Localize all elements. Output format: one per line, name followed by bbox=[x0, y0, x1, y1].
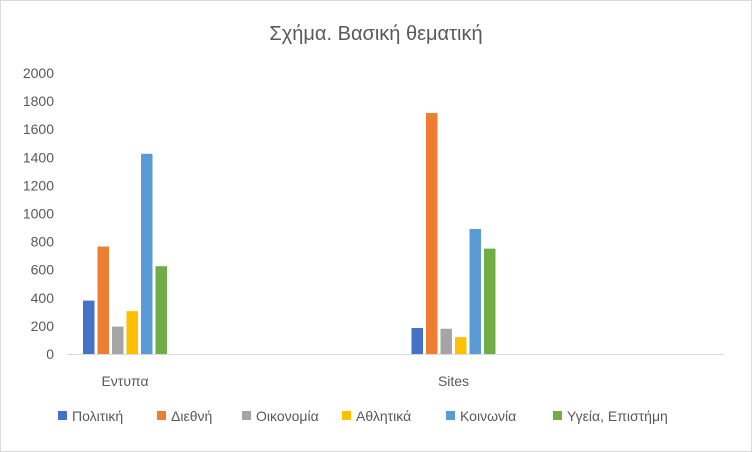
bar bbox=[469, 228, 481, 354]
y-tick-label: 1600 bbox=[23, 121, 54, 137]
y-tick-label: 200 bbox=[31, 318, 55, 334]
bar bbox=[455, 337, 467, 354]
bar bbox=[484, 248, 496, 354]
y-tick-label: 0 bbox=[46, 346, 54, 362]
y-tick-label: 1000 bbox=[23, 206, 54, 222]
legend: Πολιτική Διεθνή Οικονομία Αθλητικά Κοινωνία Υ… bbox=[58, 408, 668, 424]
legend-swatch bbox=[242, 411, 251, 420]
legend-label: Υγεία, Επιστήμη bbox=[567, 408, 668, 424]
bar bbox=[155, 266, 167, 354]
bar bbox=[440, 328, 452, 354]
legend-label: Διεθνή bbox=[171, 408, 212, 424]
x-tick-label: Sites bbox=[438, 373, 469, 389]
x-tick-label: Εντυπα bbox=[101, 373, 148, 389]
y-tick-label: 800 bbox=[31, 234, 55, 250]
bar bbox=[126, 311, 138, 354]
bar bbox=[97, 246, 109, 354]
y-tick-label: 2000 bbox=[23, 65, 54, 81]
x-axis: Εντυπα Sites bbox=[101, 373, 469, 389]
bar bbox=[83, 300, 95, 354]
legend-swatch bbox=[157, 411, 166, 420]
legend-swatch bbox=[553, 411, 562, 420]
legend-label: Πολιτική bbox=[72, 408, 123, 424]
y-tick-label: 1800 bbox=[23, 93, 54, 109]
bars bbox=[83, 113, 496, 354]
y-tick-label: 1200 bbox=[23, 177, 54, 193]
legend-label: Αθλητικά bbox=[356, 408, 411, 424]
y-tick-label: 600 bbox=[31, 262, 55, 278]
y-tick-label: 1400 bbox=[23, 149, 54, 165]
chart-title: Σχήμα. Βασική θεματική bbox=[269, 23, 482, 45]
bar bbox=[426, 113, 438, 354]
y-axis: 0 200 400 600 800 1000 1200 1400 1600 1800 2000 bbox=[23, 65, 54, 362]
bar bbox=[112, 326, 124, 354]
legend-swatch bbox=[342, 411, 351, 420]
bar bbox=[141, 153, 153, 354]
y-tick-label: 400 bbox=[31, 290, 55, 306]
bar bbox=[411, 328, 423, 354]
legend-swatch bbox=[446, 411, 455, 420]
legend-swatch bbox=[58, 411, 67, 420]
legend-label: Οικονομία bbox=[256, 408, 319, 424]
legend-label: Κοινωνία bbox=[460, 408, 516, 424]
